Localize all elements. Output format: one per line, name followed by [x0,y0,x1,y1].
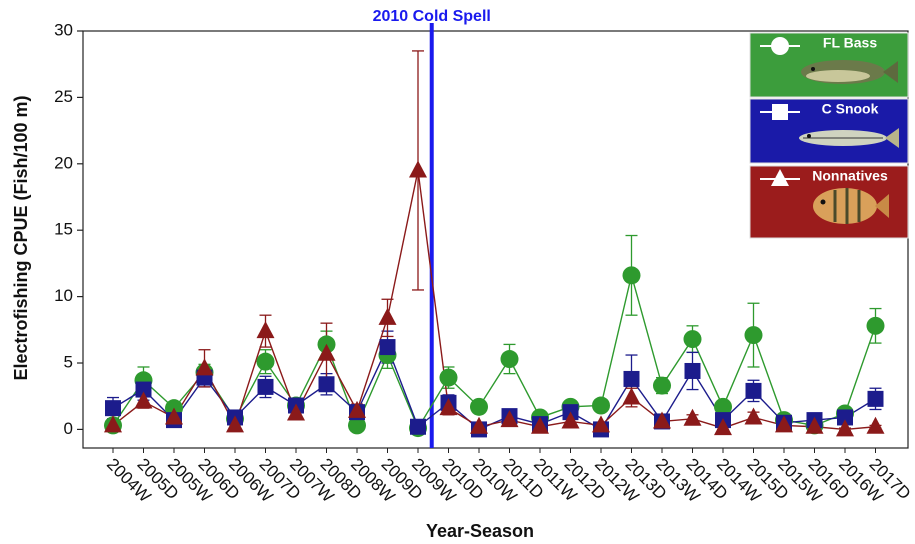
chart: Electrofishing CPUE (Fish/100 m) Year-Se… [0,0,915,544]
marker [685,363,701,379]
y-tick-label: 10 [54,286,73,305]
marker [592,397,610,415]
y-tick-label: 0 [64,419,73,438]
marker [319,376,335,392]
marker [410,419,426,435]
marker [501,350,519,368]
marker [867,317,885,335]
marker [380,339,396,355]
marker [771,37,789,55]
legend-label: Nonnatives [812,168,888,184]
marker [684,330,702,348]
marker [257,353,275,371]
marker [623,266,641,284]
legend-label: FL Bass [823,35,877,51]
y-tick-label: 5 [64,352,73,371]
legend-label: C Snook [822,101,879,117]
marker [624,371,640,387]
marker [745,407,763,424]
marker [258,379,274,395]
marker [684,409,702,426]
marker [867,417,885,434]
marker [409,160,427,177]
y-axis-title: Electrofishing CPUE (Fish/100 m) [11,95,31,380]
marker [868,391,884,407]
marker [257,321,275,338]
marker [745,326,763,344]
marker [105,400,121,416]
marker [772,104,788,120]
marker [653,377,671,395]
marker [470,398,488,416]
marker [379,308,397,325]
y-tick-label: 15 [54,220,73,239]
x-axis-title: Year-Season [426,521,534,541]
series-line [113,275,876,428]
annotation: 2010 Cold Spell [373,8,491,25]
marker [440,369,458,387]
y-tick-label: 30 [54,20,73,39]
y-tick-label: 20 [54,153,73,172]
y-tick-label: 25 [54,87,73,106]
marker [746,383,762,399]
